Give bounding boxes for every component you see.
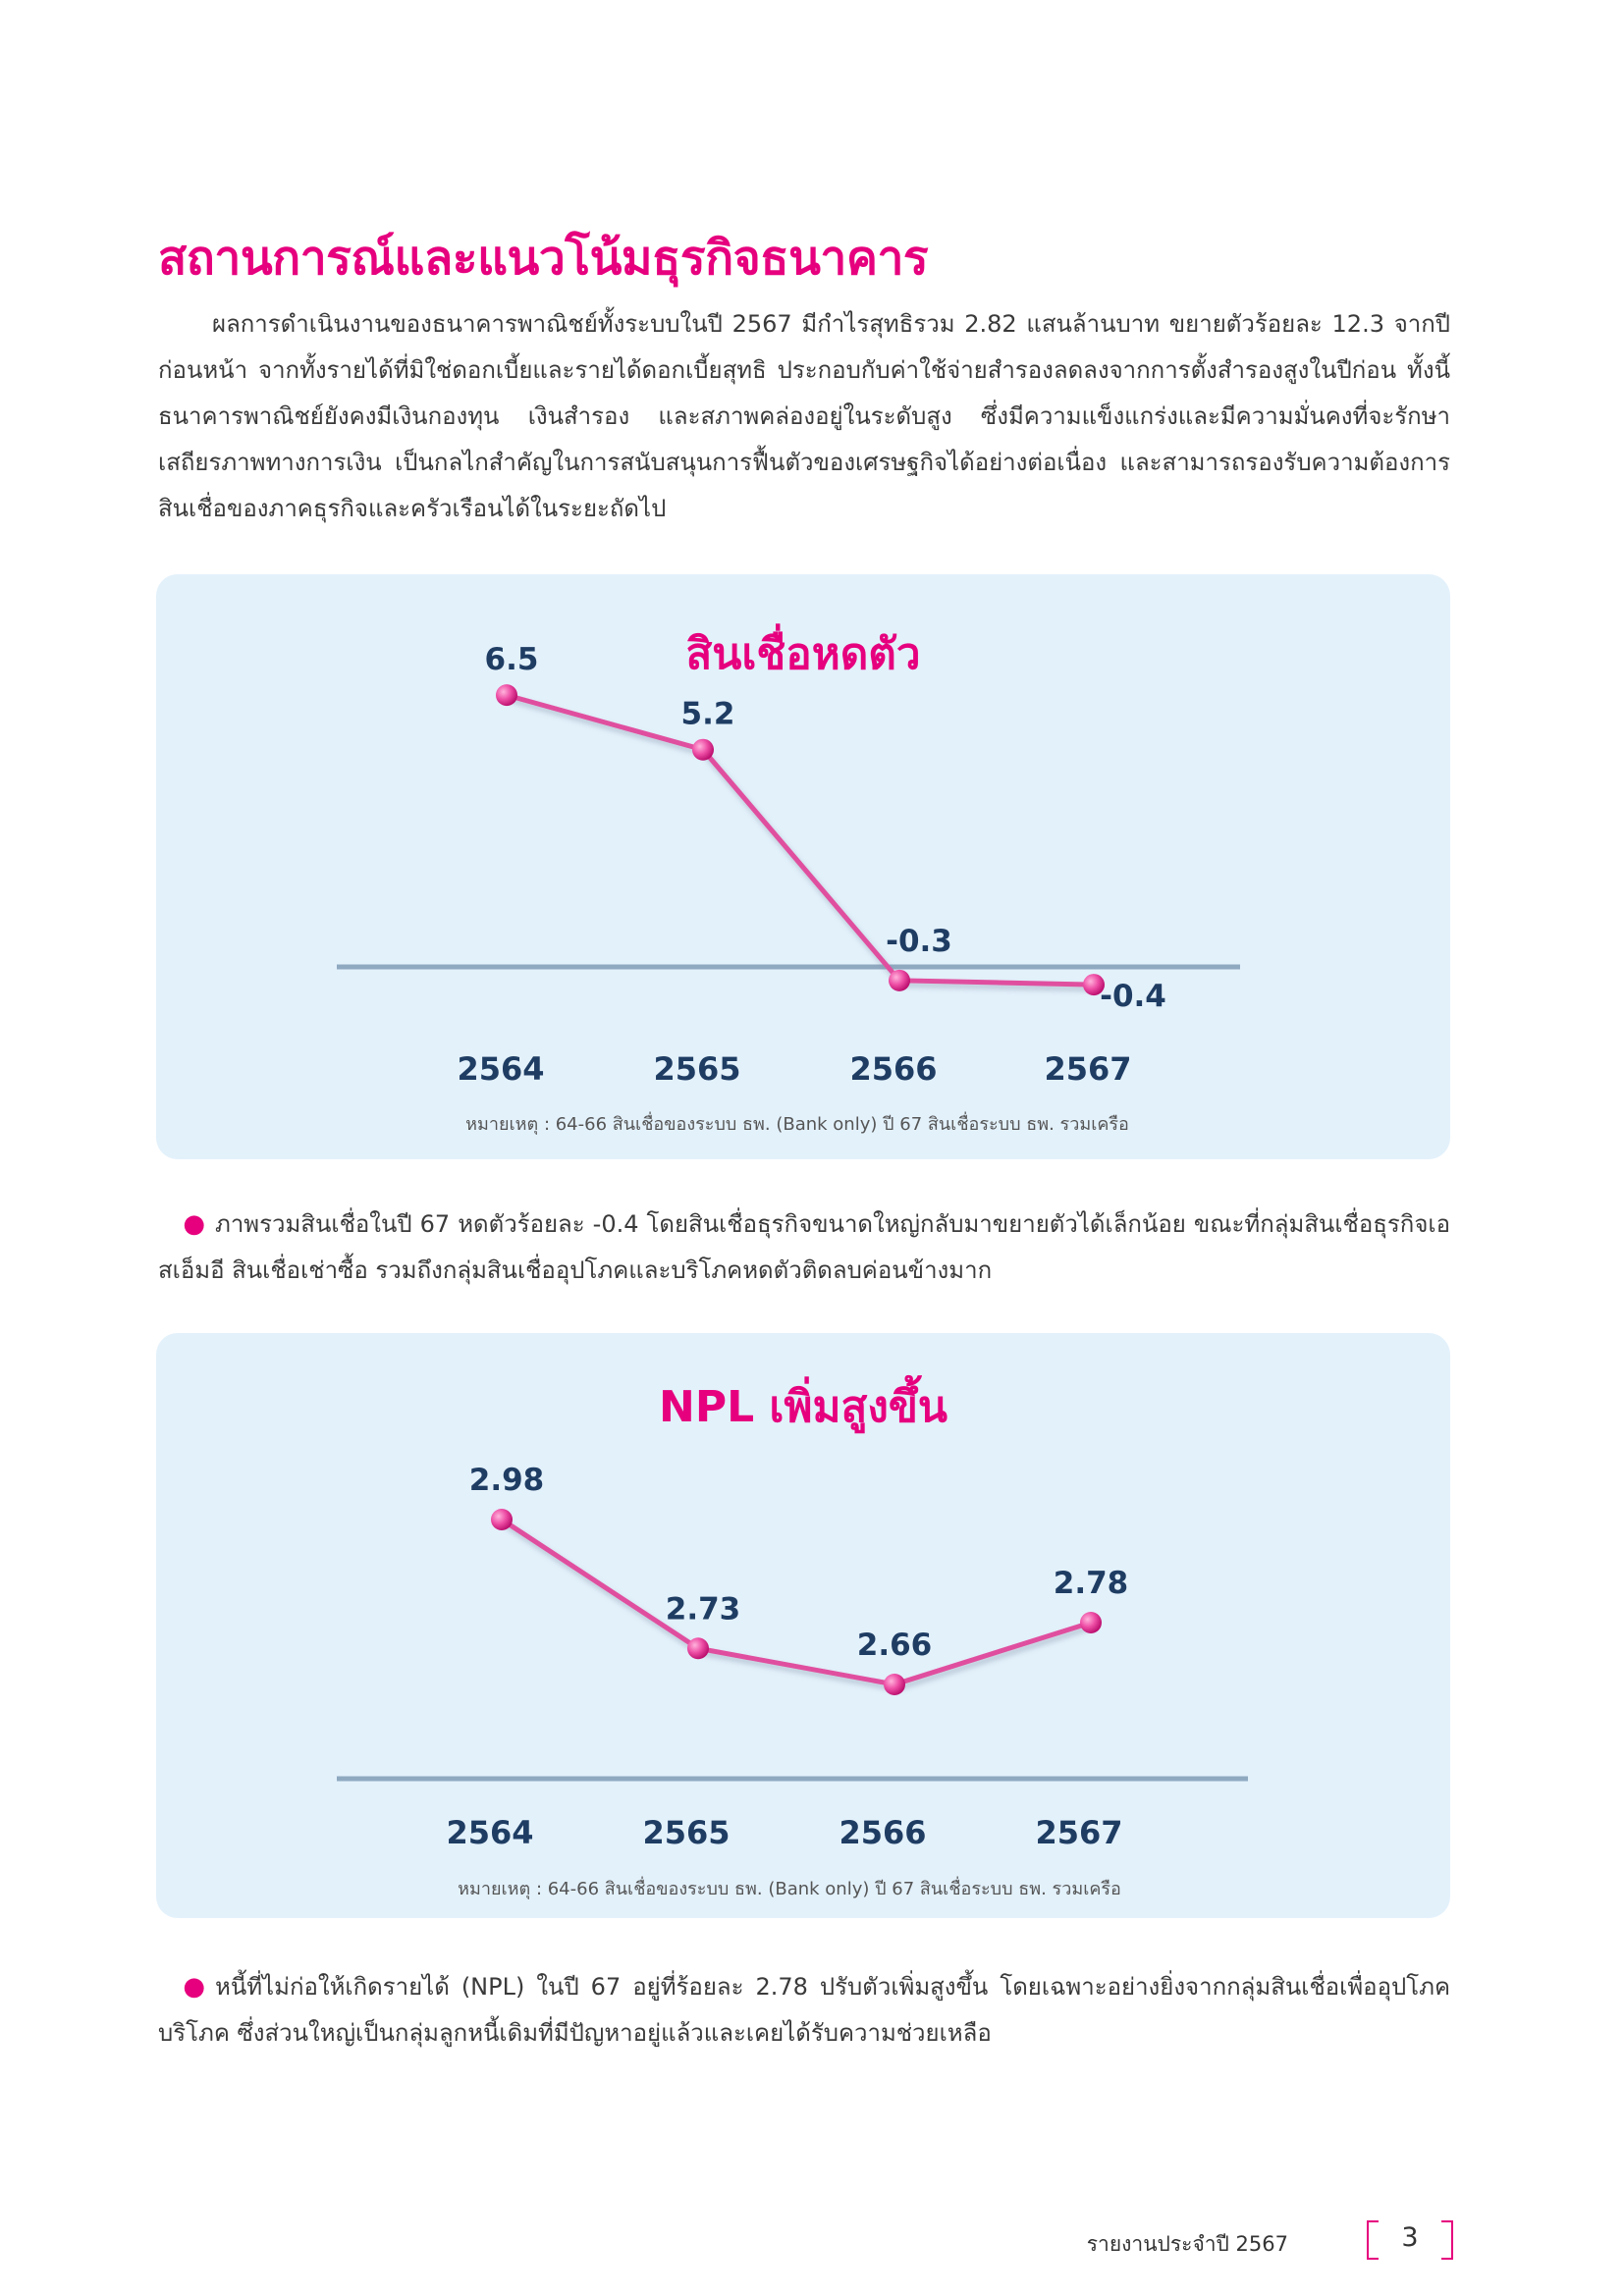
chart-title: สินเชื่อหดตัว <box>685 623 920 679</box>
npl-bullet-paragraph: ● หนี้ที่ไม่ก่อให้เกิดรายได้ (NPL) ในปี 6… <box>158 1964 1450 2056</box>
npl-bullet-text: หนี้ที่ไม่ก่อให้เกิดรายได้ (NPL) ในปี 67… <box>158 1973 1450 2047</box>
intro-paragraph: ผลการดำเนินงานของธนาคารพาณิชย์ทั้งระบบใน… <box>158 301 1450 532</box>
page-title: สถานการณ์และแนวโน้มธุรกิจธนาคาร <box>158 231 929 286</box>
data-label: 2.66 <box>857 1628 933 1663</box>
loan-bullet-paragraph: ● ภาพรวมสินเชื่อในปี 67 หดตัวร้อยละ -0.4 … <box>158 1201 1450 1294</box>
data-point <box>889 969 910 991</box>
npl-chart-card: NPL เพิ่มสูงขึ้น 2.98 2564 2.73 2565 2.66 2566… <box>156 1333 1450 1918</box>
x-tick-label: 2564 <box>446 1814 533 1851</box>
page-footer: รายงานประจำปี 2567 3 <box>1041 2220 1453 2260</box>
loan-chart: สินเชื่อหดตัว 6.5 2564 5.2 2565 -0.3 2566 -0.4 2… <box>337 623 1240 1135</box>
npl-chart: NPL เพิ่มสูงขึ้น 2.98 2564 2.73 2565 2.66 2566… <box>337 1374 1248 1899</box>
bracket-left <box>1367 2220 1379 2260</box>
data-label: 5.2 <box>681 697 735 732</box>
loan-chart-card: สินเชื่อหดตัว 6.5 2564 5.2 2565 -0.3 2566 -0.4 2… <box>156 574 1450 1159</box>
data-point <box>496 684 517 707</box>
x-tick-label: 2565 <box>653 1050 740 1088</box>
loan-bullet-text: ภาพรวมสินเชื่อในปี 67 หดตัวร้อยละ -0.4 โ… <box>158 1210 1450 1284</box>
data-point <box>884 1674 905 1695</box>
data-point <box>692 738 714 761</box>
series-line <box>500 1517 1092 1687</box>
data-point <box>687 1637 709 1660</box>
data-point <box>1083 974 1105 996</box>
series-line <box>506 692 1095 988</box>
intro-text: ผลการดำเนินงานของธนาคารพาณิชย์ทั้งระบบใน… <box>158 310 1450 522</box>
bullet-icon: ● <box>183 1209 205 1239</box>
x-tick-label: 2566 <box>849 1050 937 1088</box>
data-label: 2.73 <box>666 1591 741 1627</box>
x-tick-label: 2566 <box>839 1814 926 1851</box>
x-tick-label: 2567 <box>1044 1050 1131 1088</box>
footer-report-title: รายงานประจำปี 2567 <box>1086 2232 1288 2256</box>
data-point <box>491 1509 513 1530</box>
data-label: 2.98 <box>469 1463 545 1498</box>
data-label: 2.78 <box>1054 1566 1129 1601</box>
data-point <box>1080 1612 1102 1633</box>
chart-note: หมายเหตุ : 64-66 สินเชื่อของระบบ ธพ. (Ba… <box>458 1876 1121 1899</box>
bracket-right <box>1441 2220 1453 2260</box>
data-label: -0.3 <box>886 924 952 959</box>
x-tick-label: 2565 <box>642 1814 730 1851</box>
page-number: 3 <box>1401 2222 1419 2253</box>
chart-title: NPL เพิ่มสูงขึ้น <box>659 1374 947 1433</box>
chart-note: หมายเหตุ : 64-66 สินเชื่อของระบบ ธพ. (Ba… <box>465 1111 1129 1135</box>
page-number-box: 3 <box>1367 2220 1453 2260</box>
data-label: -0.4 <box>1100 979 1166 1014</box>
x-tick-label: 2564 <box>457 1050 544 1088</box>
x-tick-label: 2567 <box>1035 1814 1122 1851</box>
data-label: 6.5 <box>485 642 539 677</box>
bullet-icon: ● <box>183 1972 205 2002</box>
